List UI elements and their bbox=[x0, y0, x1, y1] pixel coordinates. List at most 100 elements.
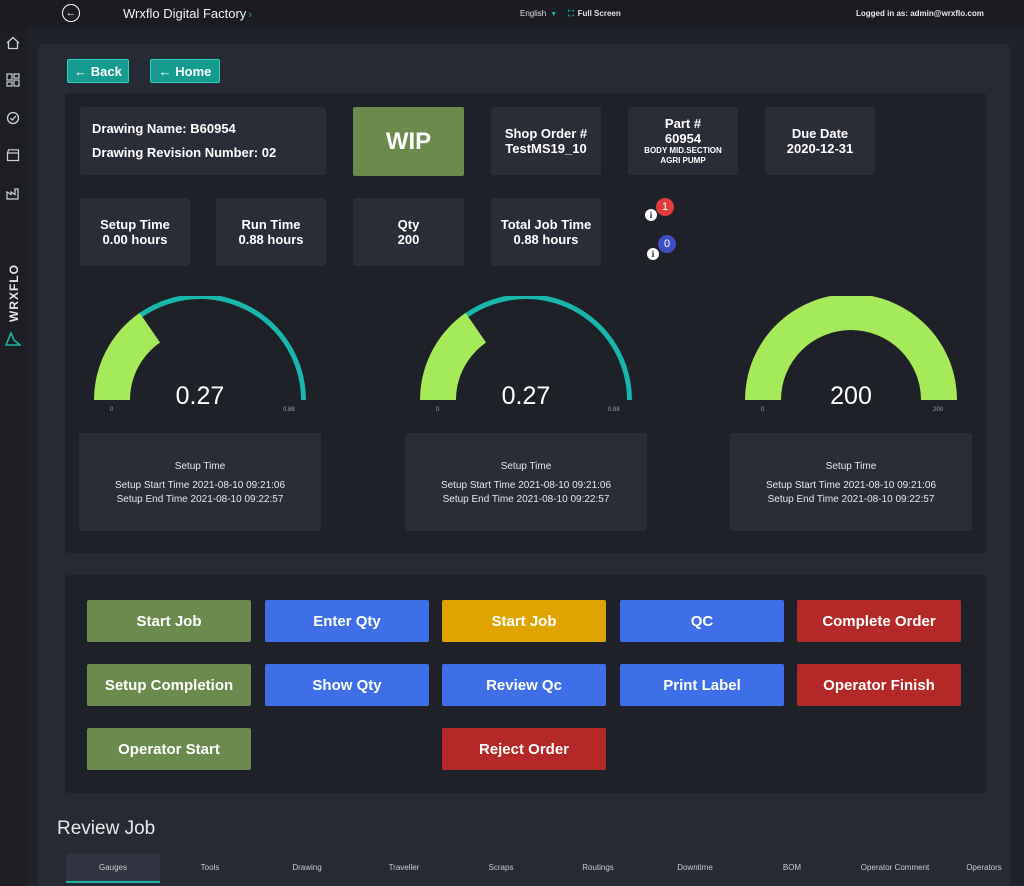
due-date-card: Due Date 2020-12-31 bbox=[765, 107, 875, 175]
gauge-info-card: Setup Time Setup Start Time 2021-08-10 0… bbox=[405, 433, 647, 531]
total-job-time-value: 0.88 hours bbox=[513, 232, 579, 247]
gauge-info-title: Setup Time bbox=[825, 461, 877, 472]
gauge-info-card: Setup Time Setup Start Time 2021-08-10 0… bbox=[730, 433, 972, 531]
start-job-button-secondary[interactable]: Start Job bbox=[442, 600, 606, 642]
setup-start-time: Setup Start Time 2021-08-10 09:21:06 bbox=[440, 480, 612, 491]
qc-button[interactable]: QC bbox=[620, 600, 784, 642]
tab-operators[interactable]: Operators bbox=[966, 862, 1002, 872]
gauge-chart-3 bbox=[745, 296, 957, 400]
chevron-right-icon: › bbox=[248, 9, 252, 21]
due-date-value: 2020-12-31 bbox=[786, 141, 854, 156]
drawing-name: Drawing Name: B60954 bbox=[92, 121, 236, 136]
setup-start-time: Setup Start Time 2021-08-10 09:21:06 bbox=[765, 480, 937, 491]
logged-in-user: Logged in as: admin@wrxflo.com bbox=[856, 9, 984, 18]
home-button[interactable]: ← Home bbox=[150, 59, 220, 83]
review-tabs: Gauges Tools Drawing Traveller Scraps Ro… bbox=[38, 846, 1024, 886]
tab-traveller[interactable]: Traveller bbox=[388, 862, 420, 872]
setup-start-time: Setup Start Time 2021-08-10 09:21:06 bbox=[114, 480, 286, 491]
setup-end-time: Setup End Time 2021-08-10 09:22:57 bbox=[442, 494, 610, 505]
home-icon[interactable] bbox=[5, 35, 21, 51]
gauge-fill bbox=[420, 312, 487, 400]
qty-value: 200 bbox=[397, 232, 420, 247]
operator-start-button[interactable]: Operator Start bbox=[87, 728, 251, 770]
gauge-max-label: 200 bbox=[933, 407, 944, 413]
gauge-track bbox=[465, 296, 632, 400]
clapper-icon[interactable] bbox=[5, 147, 21, 163]
notification-badge-red[interactable]: 1 bbox=[656, 198, 674, 216]
gauge-fill bbox=[745, 296, 957, 400]
tab-routings[interactable]: Routings bbox=[582, 862, 614, 872]
due-date-label: Due Date bbox=[791, 126, 849, 141]
tab-tools[interactable]: Tools bbox=[200, 862, 220, 872]
shop-order-card: Shop Order # TestMS19_10 bbox=[491, 107, 601, 175]
reject-order-button[interactable]: Reject Order bbox=[442, 728, 606, 770]
tab-bom[interactable]: BOM bbox=[782, 862, 802, 872]
run-time-label: Run Time bbox=[241, 217, 301, 232]
tab-operator-comment[interactable]: Operator Comment bbox=[860, 862, 930, 872]
language-select[interactable]: English ▼ bbox=[520, 9, 558, 18]
caret-down-icon: ▼ bbox=[550, 11, 558, 18]
gauge-value: 0.27 bbox=[175, 382, 225, 410]
tab-downtime[interactable]: Downtime bbox=[677, 862, 713, 872]
sidebar: WRXFLO bbox=[0, 0, 27, 886]
tab-drawing[interactable]: Drawing bbox=[292, 862, 322, 872]
review-qc-button[interactable]: Review Qc bbox=[442, 664, 606, 706]
notification-badge-blue[interactable]: 0 bbox=[658, 235, 676, 253]
start-job-button[interactable]: Start Job bbox=[87, 600, 251, 642]
shop-order-label: Shop Order # bbox=[504, 126, 588, 141]
review-job-title: Review Job bbox=[57, 818, 156, 839]
part-desc-2: AGRI PUMP bbox=[660, 156, 706, 165]
part-value: 60954 bbox=[664, 131, 702, 146]
tab-gauges[interactable]: Gauges bbox=[66, 853, 160, 883]
gauge-fill bbox=[94, 312, 161, 400]
enter-qty-button[interactable]: Enter Qty bbox=[265, 600, 429, 642]
top-bar: ← Wrxflo Digital Factory › English ▼ ⛶ Full… bbox=[0, 0, 1024, 28]
tab-scraps[interactable]: Scraps bbox=[488, 862, 514, 872]
gauge-value: 0.27 bbox=[501, 382, 551, 410]
gauge-chart-2 bbox=[420, 296, 632, 400]
total-job-time-label: Total Job Time bbox=[500, 217, 592, 232]
factory-icon[interactable] bbox=[5, 185, 21, 201]
dashboard-icon[interactable] bbox=[5, 72, 21, 88]
setup-time-card: Setup Time 0.00 hours bbox=[80, 198, 190, 266]
drawing-revision: Drawing Revision Number: 02 bbox=[92, 145, 277, 160]
info-icon[interactable]: i bbox=[647, 248, 659, 260]
total-job-time-card: Total Job Time 0.88 hours bbox=[491, 198, 601, 266]
run-time-value: 0.88 hours bbox=[238, 232, 304, 247]
setup-end-time: Setup End Time 2021-08-10 09:22:57 bbox=[116, 494, 284, 505]
check-circle-icon[interactable] bbox=[5, 110, 21, 126]
setup-time-label: Setup Time bbox=[100, 217, 170, 232]
setup-completion-button[interactable]: Setup Completion bbox=[87, 664, 251, 706]
operator-finish-button[interactable]: Operator Finish bbox=[797, 664, 961, 706]
setup-time-value: 0.00 hours bbox=[102, 232, 168, 247]
shop-order-value: TestMS19_10 bbox=[505, 141, 587, 156]
drawing-card: Drawing Name: B60954 Drawing Revision Nu… bbox=[80, 107, 326, 175]
gauge-min-label: 0 bbox=[110, 407, 114, 413]
gauge-max-label: 0.88 bbox=[283, 407, 295, 413]
gauge-chart-1 bbox=[94, 296, 306, 400]
part-label: Part # bbox=[664, 116, 702, 131]
brand-logo: WRXFLO bbox=[7, 264, 21, 322]
qty-card: Qty 200 bbox=[353, 198, 464, 266]
gauge-track bbox=[139, 296, 306, 400]
show-qty-button[interactable]: Show Qty bbox=[265, 664, 429, 706]
fullscreen-button[interactable]: ⛶ Full Screen bbox=[568, 9, 621, 18]
setup-end-time: Setup End Time 2021-08-10 09:22:57 bbox=[767, 494, 935, 505]
print-label-button[interactable]: Print Label bbox=[620, 664, 784, 706]
app-title: Wrxflo Digital Factory › bbox=[123, 6, 252, 21]
gauge-max-label: 0.88 bbox=[608, 407, 620, 413]
info-icon[interactable]: i bbox=[645, 209, 657, 221]
back-button[interactable]: ← Back bbox=[67, 59, 129, 83]
back-circle-icon[interactable]: ← bbox=[62, 4, 80, 22]
complete-order-button[interactable]: Complete Order bbox=[797, 600, 961, 642]
gauge-info-card: Setup Time Setup Start Time 2021-08-10 0… bbox=[79, 433, 321, 531]
part-desc-1: BODY MID.SECTION bbox=[644, 146, 722, 155]
status-badge: WIP bbox=[353, 107, 464, 176]
fullscreen-icon: ⛶ bbox=[568, 9, 574, 18]
gauge-info-title: Setup Time bbox=[174, 461, 226, 472]
gauge-value: 200 bbox=[830, 382, 872, 410]
gauge-info-title: Setup Time bbox=[500, 461, 552, 472]
brand-mark-icon bbox=[4, 330, 23, 346]
gauge-min-label: 0 bbox=[761, 407, 765, 413]
gauge-min-label: 0 bbox=[436, 407, 440, 413]
